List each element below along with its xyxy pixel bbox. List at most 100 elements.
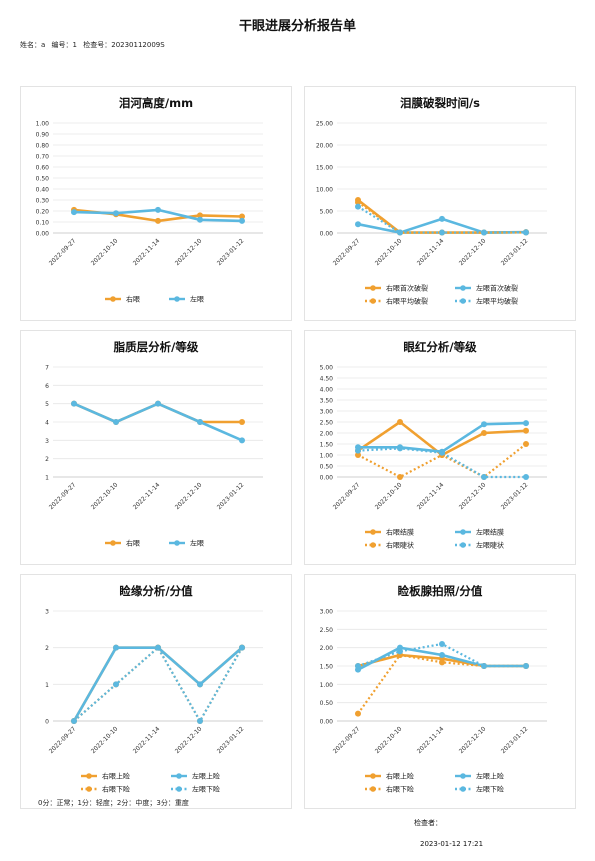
report-title: 干眼进展分析报告单 [238,19,356,34]
legend-swatch-dot [460,298,466,304]
data-point [355,663,361,669]
legend-swatch-dot [110,540,116,546]
legend-label: 左眼下睑 [476,785,504,794]
data-point [197,419,203,425]
data-point [523,420,529,427]
y-tick-label: 0.30 [36,198,50,205]
y-tick-label: 1 [45,682,49,689]
x-tick-label: 2022-09-27 [48,725,78,755]
data-point [481,474,487,480]
y-tick-label: 1.00 [36,121,50,128]
score-legend-note: 0分：正常；1分：轻度；2分：中度；3分：重度 [38,799,189,807]
data-point [439,215,445,222]
y-tick-label: 2.00 [320,431,334,438]
legend-swatch-dot [370,298,376,304]
x-tick-label: 2022-11-14 [416,725,446,755]
legend-label: 左眼 [190,295,204,304]
legend-label: 左眼首次破裂 [476,284,518,293]
legend-swatch-dot [460,786,466,792]
y-tick-label: 2.50 [320,420,334,427]
chart-svg: 泪河高度/mm 0.00 0.10 0.20 0.30 0.40 0.50 0.60 0.70 0… [36,96,263,304]
legend-swatch-dot [370,542,376,548]
data-point [481,430,487,436]
chart-title: 泪膜破裂时间/s [400,96,480,110]
legend-swatch-dot [370,285,376,291]
data-point [239,213,245,220]
legend-label: 右眼 [126,295,140,304]
data-point [523,663,529,669]
x-tick-label: 2022-11-14 [132,725,162,755]
data-point [155,400,161,407]
y-tick-label: 2 [45,645,49,652]
legend-swatch-dot [370,529,376,535]
y-tick-label: 0.50 [320,464,334,471]
x-tick-label: 2022-09-27 [332,237,362,267]
data-point [113,644,119,651]
data-point [439,449,445,456]
legend-label: 左眼上睑 [192,772,220,781]
x-tick-label: 2023-01-12 [500,481,530,511]
y-tick-label: 5.00 [320,365,334,372]
legend-label: 右眼上睑 [102,772,130,781]
x-tick-label: 2022-09-27 [48,481,78,511]
chart-title: 睑板腺拍照/分值 [398,584,483,598]
x-tick-label: 2023-01-12 [216,481,246,511]
legend-label: 左眼下睑 [192,785,220,794]
legend-swatch-dot [460,529,466,535]
legend-swatch-dot [460,773,466,779]
legend-label: 右眼 [126,539,140,548]
x-tick-label: 2022-12-10 [174,481,204,511]
y-tick-label: 0.10 [36,220,50,227]
y-tick-label: 6 [45,383,49,390]
data-point [439,652,445,658]
data-point [481,421,487,428]
legend-swatch-dot [86,786,92,792]
y-tick-label: 0.00 [320,719,334,726]
chart-panel-eyelid-margin: 睑缘分析/分值 0 1 2 3 2022-09-27 2022-10-10 2022-11-1… [20,574,292,809]
y-tick-label: 0.00 [320,231,334,238]
data-point [239,419,245,425]
data-point [113,419,119,425]
series-line [73,646,243,723]
patient-name: 姓名：a [20,41,46,49]
y-tick-label: 0.20 [36,209,50,216]
data-point [239,644,245,651]
chart-svg: 眼红分析/等级 0.00 0.50 1.00 1.50 2.00 2.50 3.00 3.50 4… [320,340,547,550]
data-point [239,437,245,444]
x-tick-label: 2022-11-14 [132,481,162,511]
legend-swatch-dot [86,773,92,779]
y-tick-label: 5 [45,401,49,408]
legend-label: 左眼睫状 [476,541,504,550]
chart-title: 眼红分析/等级 [403,340,477,354]
y-tick-label: 0.90 [36,132,50,139]
y-tick-label: 0.00 [36,231,50,238]
data-point [197,212,203,219]
data-point [481,663,487,669]
x-tick-label: 2023-01-12 [500,725,530,755]
chart-svg: 睑缘分析/分值 0 1 2 3 2022-09-27 2022-10-10 2022-11-1… [45,584,263,794]
x-tick-label: 2022-11-14 [416,237,446,267]
data-point [197,681,203,688]
patient-number: 编号：1 [51,41,77,49]
chart-panel-tear-meniscus-height: 泪河高度/mm 0.00 0.10 0.20 0.30 0.40 0.50 0.60 0.70 0… [20,86,292,321]
y-tick-label: 1.00 [320,453,334,460]
data-point [439,641,445,647]
y-tick-label: 2.00 [320,645,334,652]
data-point [355,447,361,454]
x-tick-label: 2022-09-27 [332,481,362,511]
y-tick-label: 0.50 [320,700,334,707]
y-tick-label: 3.00 [320,409,334,416]
x-tick-label: 2022-10-10 [90,481,120,511]
chart-title: 睑缘分析/分值 [119,584,193,598]
y-tick-label: 1 [45,475,49,482]
data-point [355,221,361,228]
report-timestamp: 2023-01-12 17:21 [420,840,484,848]
y-tick-label: 0.40 [36,187,50,194]
x-tick-label: 2022-10-10 [374,725,404,755]
data-point [71,209,77,216]
y-tick-label: 0.60 [36,165,50,172]
legend-label: 右眼下睑 [386,785,414,794]
data-point [155,206,161,213]
chart-panel-lipid-layer: 脂质层分析/等级 1 2 3 4 5 6 7 2022-09-27 2022-10-10 2022-… [20,330,292,565]
data-point [155,644,161,651]
